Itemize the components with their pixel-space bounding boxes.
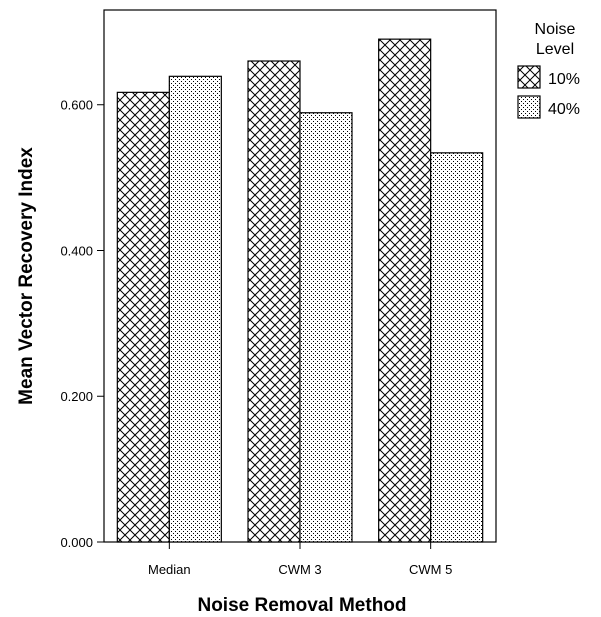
bar-cwm-5-40pct — [430, 152, 484, 543]
x-axis-title: Noise Removal Method — [197, 595, 406, 616]
y-tick-label: 0.400 — [60, 243, 93, 258]
bar-cwm-5-10pct — [378, 38, 432, 543]
legend-label: 40% — [548, 101, 580, 118]
y-axis-title: Mean Vector Recovery Index — [16, 147, 37, 405]
x-tick-label: Median — [148, 562, 191, 577]
bars-group — [116, 38, 484, 543]
legend-swatch-10pct — [517, 65, 541, 89]
x-tick-label: CWM 3 — [278, 562, 321, 577]
y-tick-label: 0.200 — [60, 389, 93, 404]
legend-title-line-2: Level — [536, 41, 574, 58]
legend-title-line-1: Noise — [535, 21, 576, 38]
y-tick-label: 0.600 — [60, 98, 93, 113]
legend-label: 10% — [548, 71, 580, 88]
legend-swatch-40pct — [517, 95, 541, 119]
bar-median-10pct — [116, 91, 170, 543]
y-tick-label: 0.000 — [60, 535, 93, 550]
legend-items: 10% 40% — [517, 65, 580, 119]
x-tick-label: CWM 5 — [409, 562, 452, 577]
bar-median-40pct — [168, 75, 222, 543]
bar-cwm-3-10pct — [247, 60, 301, 543]
x-axis: Median CWM 3 CWM 5 — [148, 542, 452, 577]
legend: Noise Level 10% 40% — [517, 21, 580, 119]
y-axis: 0.000 0.200 0.400 0.600 — [60, 98, 104, 550]
bar-cwm-3-40pct — [299, 112, 353, 543]
